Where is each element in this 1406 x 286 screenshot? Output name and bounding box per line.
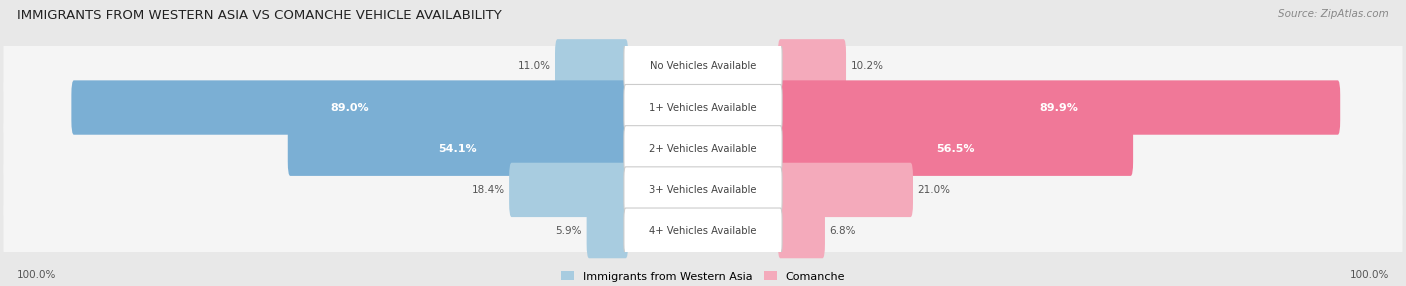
Text: 4+ Vehicles Available: 4+ Vehicles Available	[650, 226, 756, 236]
FancyBboxPatch shape	[555, 39, 628, 94]
Text: 18.4%: 18.4%	[471, 185, 505, 195]
Text: 56.5%: 56.5%	[936, 144, 974, 154]
Text: 100.0%: 100.0%	[1350, 270, 1389, 280]
Text: 54.1%: 54.1%	[439, 144, 477, 154]
Text: Source: ZipAtlas.com: Source: ZipAtlas.com	[1278, 9, 1389, 19]
FancyBboxPatch shape	[778, 163, 912, 217]
FancyBboxPatch shape	[778, 80, 1340, 135]
Text: 2+ Vehicles Available: 2+ Vehicles Available	[650, 144, 756, 154]
Text: 3+ Vehicles Available: 3+ Vehicles Available	[650, 185, 756, 195]
Text: 89.9%: 89.9%	[1039, 103, 1078, 112]
Text: IMMIGRANTS FROM WESTERN ASIA VS COMANCHE VEHICLE AVAILABILITY: IMMIGRANTS FROM WESTERN ASIA VS COMANCHE…	[17, 9, 502, 21]
FancyBboxPatch shape	[3, 35, 1403, 98]
FancyBboxPatch shape	[288, 122, 628, 176]
FancyBboxPatch shape	[778, 39, 846, 94]
Legend: Immigrants from Western Asia, Comanche: Immigrants from Western Asia, Comanche	[557, 267, 849, 286]
FancyBboxPatch shape	[624, 84, 782, 131]
Text: 89.0%: 89.0%	[330, 103, 368, 112]
FancyBboxPatch shape	[3, 76, 1403, 139]
FancyBboxPatch shape	[778, 122, 1133, 176]
Text: 6.8%: 6.8%	[830, 226, 856, 236]
FancyBboxPatch shape	[624, 167, 782, 213]
FancyBboxPatch shape	[624, 208, 782, 254]
FancyBboxPatch shape	[778, 204, 825, 258]
Text: No Vehicles Available: No Vehicles Available	[650, 61, 756, 71]
FancyBboxPatch shape	[3, 118, 1403, 180]
Text: 5.9%: 5.9%	[555, 226, 582, 236]
FancyBboxPatch shape	[624, 43, 782, 90]
Text: 11.0%: 11.0%	[517, 61, 550, 71]
Text: 100.0%: 100.0%	[17, 270, 56, 280]
FancyBboxPatch shape	[3, 159, 1403, 221]
Text: 1+ Vehicles Available: 1+ Vehicles Available	[650, 103, 756, 112]
FancyBboxPatch shape	[3, 200, 1403, 262]
FancyBboxPatch shape	[509, 163, 628, 217]
FancyBboxPatch shape	[72, 80, 628, 135]
FancyBboxPatch shape	[586, 204, 628, 258]
FancyBboxPatch shape	[624, 126, 782, 172]
Text: 10.2%: 10.2%	[851, 61, 883, 71]
Text: 21.0%: 21.0%	[918, 185, 950, 195]
